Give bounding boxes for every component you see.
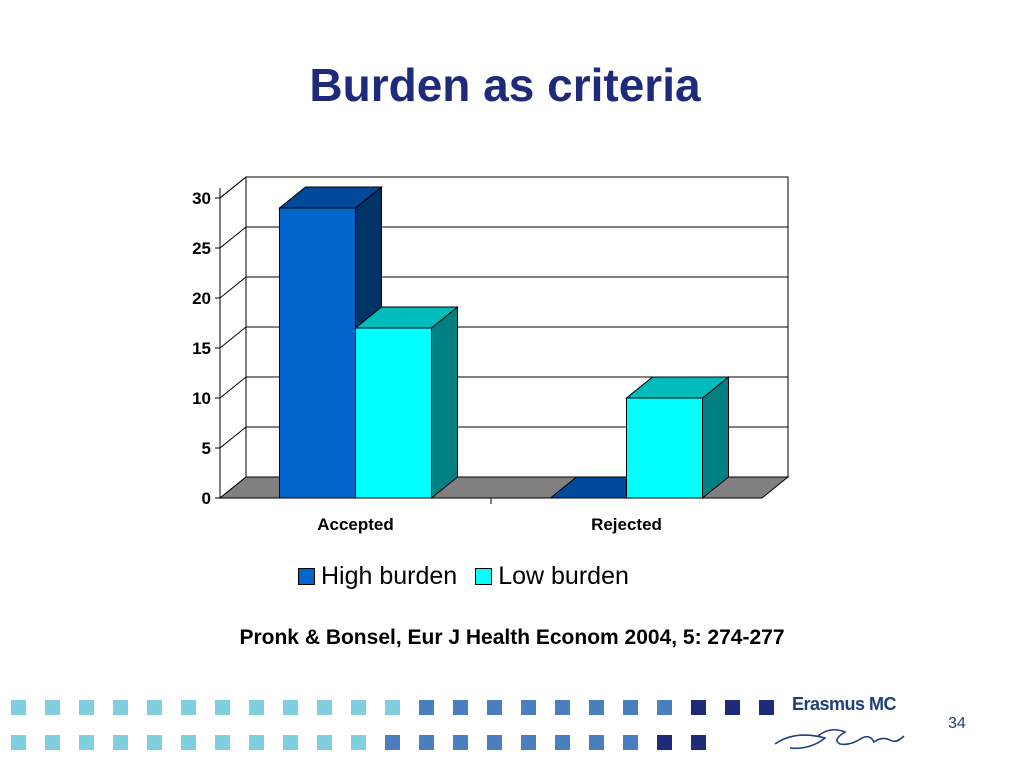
- footer-square: [385, 735, 400, 750]
- x-tick-label-accepted: Accepted: [317, 515, 394, 534]
- footer-square: [657, 700, 672, 715]
- footer-square: [419, 735, 434, 750]
- footer-square: [283, 735, 298, 750]
- y-tick-label: 20: [192, 289, 211, 308]
- y-tick-label: 5: [202, 439, 211, 458]
- footer-square: [79, 735, 94, 750]
- page-number: 34: [948, 715, 966, 732]
- footer-square: [589, 700, 604, 715]
- footer-square: [521, 700, 536, 715]
- gridline-side: [219, 376, 247, 399]
- footer-square: [249, 735, 264, 750]
- logo-text: Erasmus MC: [792, 694, 897, 714]
- footer-square: [691, 735, 706, 750]
- footer-square: [453, 735, 468, 750]
- gridline-side: [219, 226, 247, 249]
- y-tick-label: 30: [192, 189, 211, 208]
- footer-square: [521, 735, 536, 750]
- footer-square: [11, 700, 26, 715]
- legend-item-low-burden: Low burden: [475, 562, 629, 591]
- footer-square: [317, 735, 332, 750]
- chart-legend: High burden Low burden: [298, 562, 647, 591]
- footer-square: [623, 735, 638, 750]
- footer-square: [419, 700, 434, 715]
- footer-square: [147, 735, 162, 750]
- footer-square: [11, 735, 26, 750]
- footer-square: [79, 700, 94, 715]
- footer-square: [351, 735, 366, 750]
- gridline-side: [219, 276, 247, 299]
- footer-square: [589, 735, 604, 750]
- y-tick-label: 0: [202, 489, 211, 508]
- legend-item-high-burden: High burden: [298, 562, 457, 591]
- footer-square: [385, 700, 400, 715]
- erasmus-signature-logo: [774, 728, 905, 750]
- footer-square: [657, 735, 672, 750]
- legend-swatch-high-burden: [298, 568, 315, 585]
- footer-square: [181, 700, 196, 715]
- footer-square: [487, 735, 502, 750]
- footer-square: [147, 700, 162, 715]
- footer-square: [555, 735, 570, 750]
- y-tick-label: 10: [192, 389, 211, 408]
- footer-square: [555, 700, 570, 715]
- footer-square: [283, 700, 298, 715]
- legend-label-low-burden: Low burden: [498, 562, 629, 590]
- citation: Pronk & Bonsel, Eur J Health Econom 2004…: [239, 626, 785, 649]
- slide-title: Burden as criteria: [309, 59, 701, 111]
- y-tick-label: 25: [192, 239, 211, 258]
- x-tick-label-rejected: Rejected: [591, 515, 662, 534]
- footer-square: [113, 700, 128, 715]
- footer-square: [691, 700, 706, 715]
- footer-square: [317, 700, 332, 715]
- y-tick-label: 15: [192, 339, 211, 358]
- footer-square: [453, 700, 468, 715]
- footer-square: [249, 700, 264, 715]
- legend-swatch-low-burden: [475, 568, 493, 585]
- footer-square: [487, 700, 502, 715]
- footer-square: [113, 735, 128, 750]
- footer-square: [45, 735, 60, 750]
- footer-square: [725, 700, 740, 715]
- bar-high-burden-accepted: [279, 207, 356, 499]
- gridline-side: [219, 326, 247, 349]
- footer-square: [215, 735, 230, 750]
- footer-square: [623, 700, 638, 715]
- footer-square: [181, 735, 196, 750]
- bar-low-burden-accepted: [355, 327, 432, 499]
- bar-side-low-burden-accepted: [431, 305, 458, 500]
- bar-low-burden-rejected: [626, 397, 703, 499]
- footer-square: [351, 700, 366, 715]
- legend-label-high-burden: High burden: [321, 562, 458, 590]
- bar-chart: 0 5 10 15 20 25 30 Accepted Rejected: [192, 175, 790, 534]
- footer-square: [215, 700, 230, 715]
- gridline-side: [219, 176, 247, 199]
- footer-square: [45, 700, 60, 715]
- footer-square: [759, 700, 774, 715]
- gridline-side: [219, 426, 247, 449]
